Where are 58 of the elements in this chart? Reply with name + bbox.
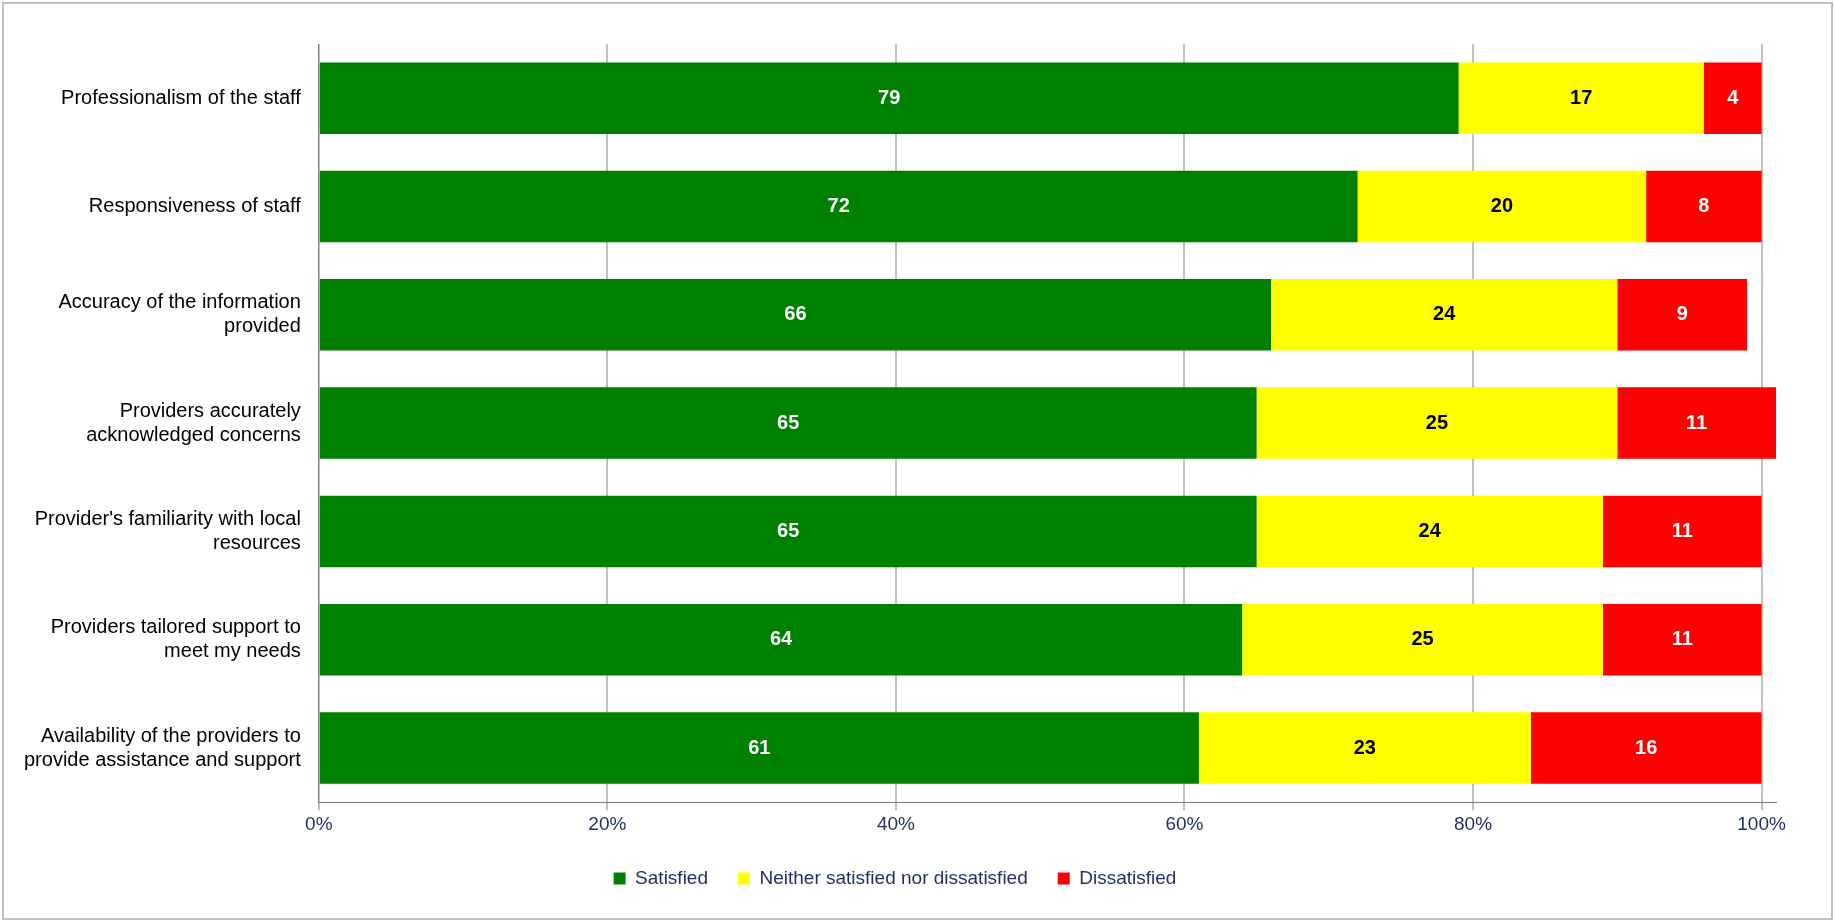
bar — [1617, 279, 1748, 351]
bar — [1271, 279, 1618, 351]
y-tick-label: Providers accurately acknowledged concerns — [86, 398, 301, 445]
bar — [1530, 712, 1762, 784]
y-tick-label: Accuracy of the information provided — [58, 290, 301, 337]
data-label: 65 — [777, 410, 800, 433]
data-label: 9 — [1676, 302, 1688, 325]
data-label: 66 — [784, 302, 807, 325]
bar — [319, 495, 1257, 568]
y-tick-label: Availability of the providers to provide assistance and support — [23, 723, 302, 770]
bar — [1602, 603, 1762, 676]
x-tick-label: 100% — [1737, 812, 1786, 834]
data-label: 11 — [1686, 410, 1708, 433]
legend-label: Satisfied — [635, 866, 708, 888]
bar — [1617, 387, 1776, 459]
bar — [1646, 170, 1762, 243]
x-tick-label: 60% — [1165, 812, 1204, 834]
data-label: 24 — [1418, 518, 1442, 541]
legend-label: Neither satisfied nor dissatisfied — [759, 866, 1028, 888]
x-tick-label: 20% — [588, 812, 627, 834]
bar — [1602, 495, 1762, 568]
data-label: 23 — [1353, 735, 1376, 758]
data-label: 61 — [748, 735, 771, 758]
x-tick-label: 40% — [876, 812, 916, 834]
bar — [319, 387, 1257, 459]
bar — [1357, 170, 1647, 243]
bar — [1703, 62, 1762, 134]
y-tick-label: Responsiveness of staff — [88, 193, 302, 216]
data-label: 65 — [777, 518, 800, 541]
data-label: 11 — [1671, 518, 1693, 541]
bar — [1198, 712, 1531, 784]
bar — [319, 170, 1358, 243]
x-tick-label: 0% — [305, 812, 333, 834]
x-tick-label: 80% — [1454, 812, 1493, 834]
bar — [1458, 62, 1704, 134]
data-label: 64 — [769, 627, 794, 650]
data-label: 16 — [1635, 735, 1658, 758]
bar — [319, 279, 1272, 351]
legend-label: Dissatisfied — [1079, 866, 1177, 888]
bar — [319, 603, 1243, 676]
data-label: 17 — [1570, 85, 1593, 108]
data-label: 25 — [1411, 627, 1434, 650]
bar — [1256, 387, 1618, 459]
bar — [1242, 603, 1603, 676]
data-label: 20 — [1490, 193, 1514, 216]
y-tick-label: Professionalism of the staff — [61, 85, 302, 108]
data-label: 24 — [1433, 302, 1457, 325]
y-tick-label: Providers tailored support to meet my needs — [50, 615, 301, 662]
data-label: 25 — [1425, 410, 1449, 433]
data-label: 79 — [878, 85, 901, 108]
y-tick-label: Provider's familiarity with local resources — [34, 506, 301, 553]
data-label: 72 — [827, 193, 850, 216]
bar — [1256, 495, 1603, 568]
data-label: 8 — [1698, 193, 1710, 216]
data-label: 4 — [1727, 85, 1740, 108]
bar — [319, 62, 1459, 134]
bar — [319, 712, 1199, 784]
data-label: 11 — [1671, 627, 1693, 650]
